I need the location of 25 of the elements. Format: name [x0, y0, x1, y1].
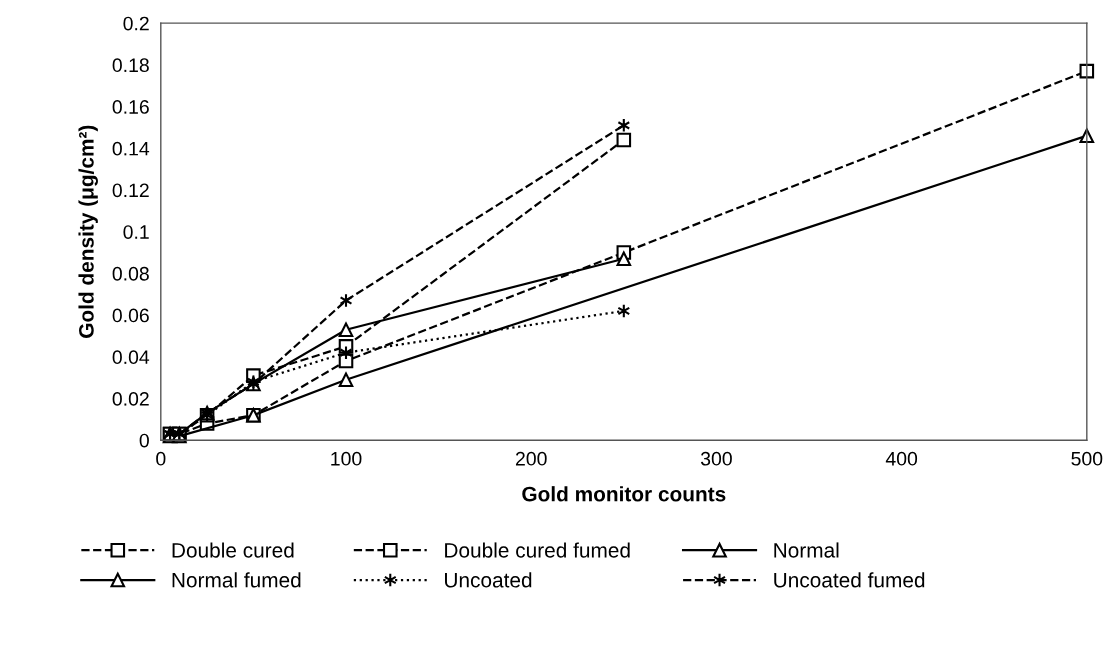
y-tick-label: 0.06 — [112, 308, 149, 323]
x-tick-label: 500 — [1071, 451, 1103, 466]
y-tick-label: 0.08 — [112, 266, 149, 281]
y-tick-label: 0.14 — [112, 141, 150, 156]
y-tick-label: 0.16 — [112, 100, 149, 114]
legend-label: Double cured fumed — [445, 542, 630, 558]
legend-label: Normal fumed — [172, 572, 301, 588]
y-tick-label: 0.02 — [112, 391, 149, 406]
y-tick-label: 0 — [139, 433, 149, 448]
x-tick-label: 100 — [331, 451, 362, 466]
y-tick-label: 0.1 — [123, 225, 149, 239]
y-tick-label: 0.18 — [112, 58, 149, 73]
x-tick-label: 200 — [515, 451, 547, 466]
legend-label: Normal — [774, 542, 839, 558]
legend-label: Uncoated fumed — [774, 572, 925, 588]
x-tick-label: 300 — [700, 451, 732, 466]
x-tick-label: 0 — [156, 451, 166, 466]
legend-label: Uncoated — [445, 572, 532, 588]
legend-label: Double cured — [172, 542, 294, 558]
y-axis-title: Gold density (μg/cm²) — [78, 125, 98, 338]
y-tick-label: 0.04 — [112, 350, 150, 365]
y-tick-label: 0.12 — [112, 183, 149, 198]
y-tick-label: 0.2 — [123, 16, 149, 31]
x-tick-label: 400 — [885, 451, 918, 466]
x-axis-title: Gold monitor counts — [522, 486, 726, 502]
